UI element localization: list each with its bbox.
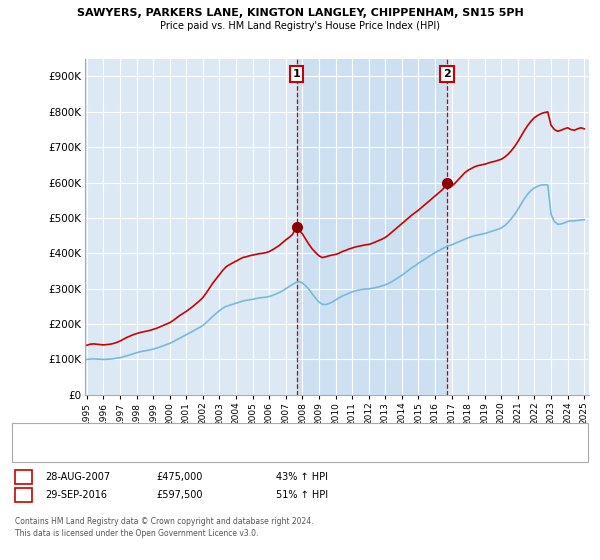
Text: HPI: Average price, detached house, Wiltshire: HPI: Average price, detached house, Wilt… (51, 444, 234, 452)
Text: 1: 1 (20, 472, 27, 482)
Text: 29-SEP-2016: 29-SEP-2016 (45, 490, 107, 500)
Text: Contains HM Land Registry data © Crown copyright and database right 2024.: Contains HM Land Registry data © Crown c… (15, 517, 314, 526)
Text: 28-AUG-2007: 28-AUG-2007 (45, 472, 110, 482)
Text: SAWYERS, PARKERS LANE, KINGTON LANGLEY, CHIPPENHAM, SN15 5PH: SAWYERS, PARKERS LANE, KINGTON LANGLEY, … (77, 8, 523, 18)
Text: £597,500: £597,500 (156, 490, 203, 500)
Bar (296, 59, 447, 395)
Text: 51% ↑ HPI: 51% ↑ HPI (276, 490, 328, 500)
Text: 43% ↑ HPI: 43% ↑ HPI (276, 472, 328, 482)
Text: This data is licensed under the Open Government Licence v3.0.: This data is licensed under the Open Gov… (15, 529, 259, 538)
Text: 2: 2 (20, 490, 27, 500)
Text: 2: 2 (443, 69, 451, 79)
Text: SAWYERS, PARKERS LANE, KINGTON LANGLEY, CHIPPENHAM, SN15 5PH (detached house: SAWYERS, PARKERS LANE, KINGTON LANGLEY, … (51, 428, 405, 437)
Text: 1: 1 (293, 69, 301, 79)
Text: Price paid vs. HM Land Registry's House Price Index (HPI): Price paid vs. HM Land Registry's House … (160, 21, 440, 31)
Text: £475,000: £475,000 (156, 472, 202, 482)
